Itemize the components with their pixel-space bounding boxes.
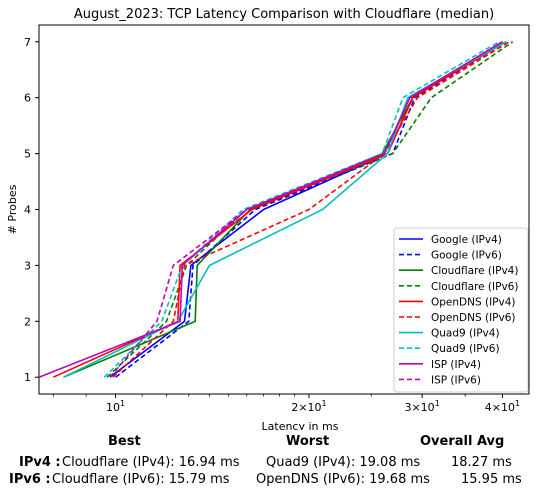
legend-label: Google (IPv6) (431, 250, 502, 262)
legend-label: OpenDNS (IPv6) (431, 312, 516, 324)
series-line (109, 41, 503, 378)
x-tick-label: 101 (106, 399, 125, 414)
latency-chart: August_2023: TCP Latency Comparison with… (6, 7, 530, 430)
y-tick-label: 3 (24, 259, 31, 272)
y-tick-label: 7 (24, 36, 31, 49)
overall-ipv4: 18.27 ms (451, 455, 512, 470)
legend-label: Google (IPv4) (431, 234, 502, 246)
legend-box (393, 227, 529, 393)
y-tick-label: 2 (24, 315, 31, 328)
y-axis-label: # Probes (6, 184, 19, 234)
x-axis-label: Latency in ms (262, 420, 339, 430)
legend-label: Cloudflare (IPv6) (431, 281, 518, 293)
legend-label: ISP (IPv4) (431, 359, 481, 371)
x-tick-label: 4×101 (485, 399, 520, 414)
y-tick-label: 1 (24, 371, 31, 384)
legend-label: Quad9 (IPv6) (431, 343, 500, 355)
row-label-ipv4: IPv4 : (19, 455, 61, 470)
overall-ipv6: 15.95 ms (461, 472, 522, 487)
series-line (112, 41, 510, 378)
legend-label: Cloudflare (IPv4) (431, 265, 518, 277)
series-line (115, 41, 507, 378)
y-tick-label: 4 (24, 204, 31, 217)
worst-ipv6: OpenDNS (IPv6): 19.68 ms (256, 472, 430, 487)
best-ipv4: Cloudflare (IPv4): 16.94 ms (62, 455, 240, 470)
legend-label: OpenDNS (IPv4) (431, 296, 516, 308)
chart-title: August_2023: TCP Latency Comparison with… (74, 7, 494, 22)
x-tick-label: 3×101 (404, 399, 439, 414)
y-tick-label: 6 (24, 92, 31, 105)
header-best: Best (108, 434, 141, 449)
x-tick-label: 2×101 (291, 399, 326, 414)
header-worst: Worst (286, 434, 330, 449)
header-overall-avg: Overall Avg (420, 434, 505, 449)
best-ipv6: Cloudflare (IPv6): 15.79 ms (52, 472, 230, 487)
row-label-ipv6: IPv6 : (9, 472, 51, 487)
series-line (103, 41, 500, 378)
legend-label: ISP (IPv6) (431, 374, 481, 386)
series-line (106, 41, 514, 378)
series-line (63, 41, 507, 378)
legend-label: Quad9 (IPv4) (431, 328, 500, 340)
y-tick-label: 5 (24, 148, 31, 161)
worst-ipv4: Quad9 (IPv4): 19.08 ms (266, 455, 421, 470)
